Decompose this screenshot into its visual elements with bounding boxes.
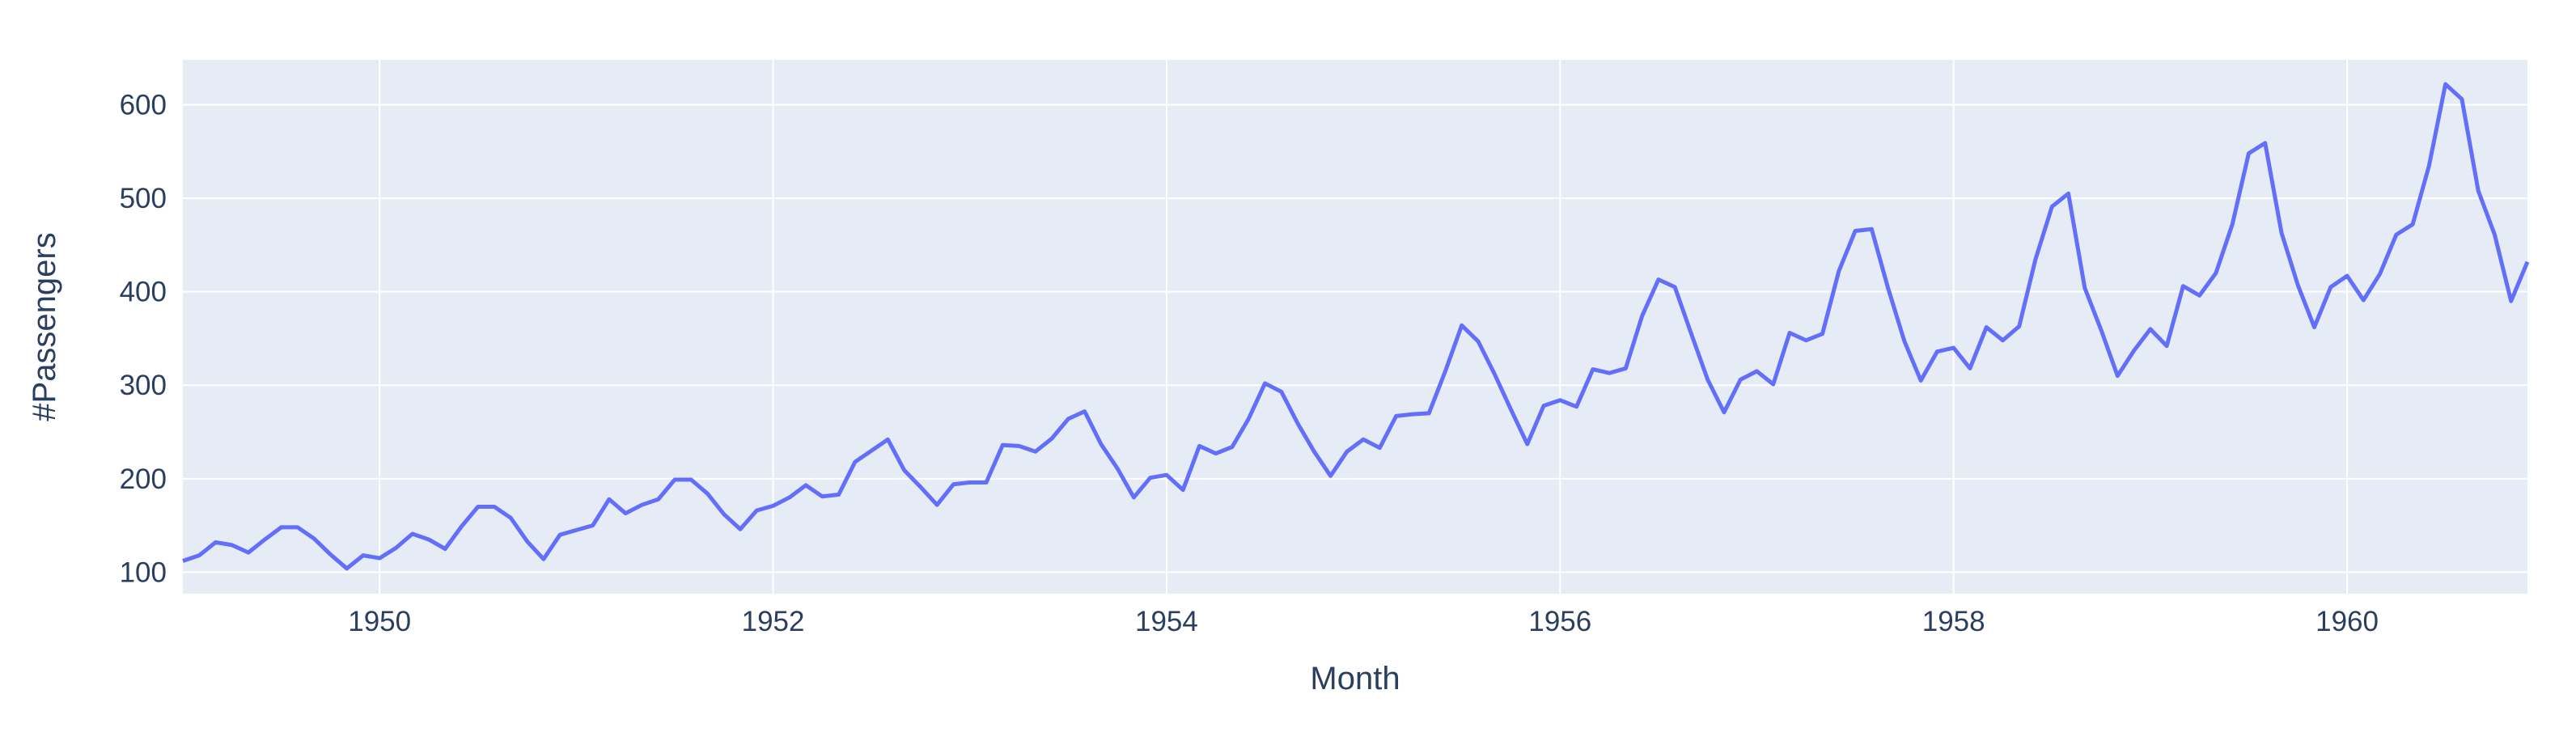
- x-tick-label: 1950: [348, 606, 411, 637]
- y-tick-label: 100: [120, 556, 167, 588]
- y-tick-label: 500: [120, 183, 167, 214]
- x-axis-title: Month: [1310, 661, 1400, 696]
- x-tick-label: 1952: [742, 606, 805, 637]
- y-tick-label: 300: [120, 370, 167, 401]
- x-tick-label: 1960: [2315, 606, 2379, 637]
- plot-background: [183, 60, 2527, 594]
- y-axis-title: #Passengers: [27, 232, 62, 421]
- x-tick-label: 1954: [1135, 606, 1198, 637]
- y-tick-label: 200: [120, 463, 167, 495]
- series-layer: [182, 82, 2530, 571]
- y-axis-ticks: 100 200 300 400 500 600: [120, 89, 167, 588]
- series-line: [182, 82, 2530, 571]
- grid-lines: [183, 60, 2527, 594]
- x-axis-ticks: 1950 1952 1954 1956 1958 1960: [348, 606, 2379, 637]
- x-tick-label: 1956: [1528, 606, 1591, 637]
- x-tick-label: 1958: [1922, 606, 1985, 637]
- y-tick-label: 600: [120, 89, 167, 121]
- y-tick-label: 400: [120, 277, 167, 308]
